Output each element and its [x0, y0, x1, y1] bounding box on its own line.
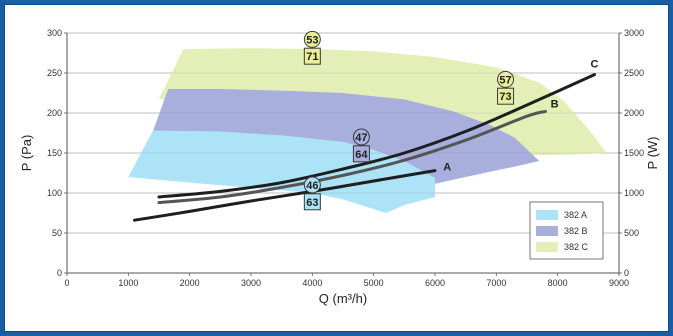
badge-label: 53: [306, 34, 318, 46]
y-tick-label-right: 1500: [624, 148, 644, 158]
y-axis-title-right: P (W): [645, 137, 660, 170]
badge-square: [303, 193, 321, 211]
badge-square: [497, 87, 515, 105]
badge-square: [303, 47, 321, 65]
badge-label: 47: [355, 132, 367, 144]
legend-swatch: [536, 242, 558, 252]
y-tick-label-left: 300: [47, 28, 62, 38]
y-axis-title-left: P (Pa): [19, 135, 34, 172]
x-tick-label: 2000: [180, 278, 200, 288]
badge-label: 73: [499, 91, 511, 103]
x-tick-label: 1000: [118, 278, 138, 288]
x-tick-label: 9000: [609, 278, 629, 288]
legend-label: 382 B: [564, 226, 588, 236]
y-tick-label-left: 200: [47, 108, 62, 118]
badge-label: 63: [306, 197, 318, 209]
y-tick-label-left: 150: [47, 148, 62, 158]
y-tick-label-left: 50: [52, 228, 62, 238]
y-tick-label-right: 2000: [624, 108, 644, 118]
curve-label-b: B: [551, 98, 559, 110]
badge-circle: [303, 176, 321, 194]
badge-square: [352, 145, 370, 163]
x-tick-label: 3000: [241, 278, 261, 288]
x-axis-title: Q (m³/h): [319, 291, 367, 306]
x-tick-label: 0: [64, 278, 69, 288]
badge-label: 57: [499, 74, 511, 86]
y-tick-label-right: 1000: [624, 188, 644, 198]
x-tick-label: 8000: [548, 278, 568, 288]
y-tick-label-right: 3000: [624, 28, 644, 38]
x-tick-label: 5000: [364, 278, 384, 288]
legend-swatch: [536, 210, 558, 220]
badge-circle: [497, 70, 515, 88]
curve-label-c: C: [590, 58, 598, 70]
y-tick-label-right: 2500: [624, 68, 644, 78]
badge-circle: [303, 30, 321, 48]
curve-b: [157, 109, 547, 205]
badge-label: 71: [306, 51, 318, 63]
curve-c: [157, 73, 596, 199]
x-tick-label: 4000: [302, 278, 322, 288]
region-382-b: [152, 89, 540, 192]
badge-label: 46: [306, 180, 318, 192]
badge-circle: [352, 128, 370, 146]
curve-a: [133, 169, 437, 222]
curve-label-a: A: [443, 162, 451, 174]
chart-frame: A B C 0 1000 2000 3000 4000 5000 6000 7000 8000 9000…: [4, 4, 669, 332]
y-tick-label-left: 100: [47, 188, 62, 198]
y-tick-label-right: 500: [624, 228, 639, 238]
legend-label: 382 A: [564, 210, 587, 220]
x-tick-label: 6000: [425, 278, 445, 288]
y-tick-label-left: 0: [57, 268, 62, 278]
badge-label: 64: [355, 149, 368, 161]
x-tick-label: 7000: [486, 278, 506, 288]
y-tick-label-left: 250: [47, 68, 62, 78]
y-tick-label-right: 0: [624, 268, 629, 278]
legend-swatch: [536, 226, 558, 236]
legend-label: 382 C: [564, 242, 589, 252]
